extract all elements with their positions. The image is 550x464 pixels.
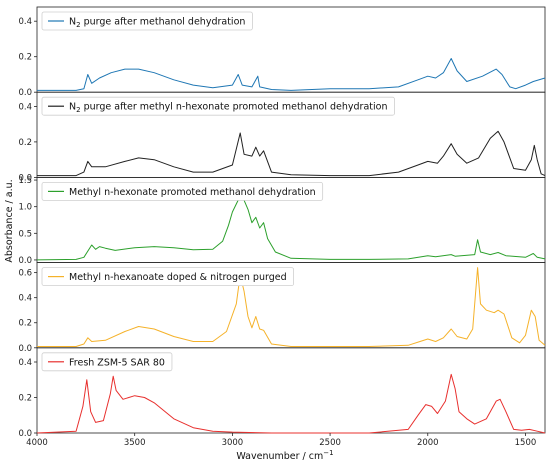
legend: Methyl n-hexonate promoted methanol dehy… <box>41 181 324 201</box>
legend-label-sub: 2 <box>76 106 80 114</box>
y-tick-label: 0.2 <box>18 319 32 329</box>
y-tick-label: 0.0 <box>18 88 32 98</box>
x-axis-label-text: Wavenumber / cm <box>236 451 323 462</box>
legend-label: Fresh ZSM-5 SAR 80 <box>69 357 165 368</box>
legend-label-rest: purge after methyl n-hexonate promoted m… <box>81 102 388 113</box>
panel-1: 0.0 0.2 0.4 N2 purge after methanol dehydra… <box>18 6 546 98</box>
legend: N2 purge after methanol dehydration <box>41 11 253 31</box>
y-tick-label: 0.5 <box>18 229 32 239</box>
y-tick-label: 0.0 <box>18 173 32 183</box>
y-tick-label: 0.6 <box>18 269 32 279</box>
legend-box <box>41 181 324 201</box>
legend-box <box>41 96 395 116</box>
legend-box <box>41 267 295 287</box>
legend-label: N2 purge after methanol dehydration <box>69 17 245 30</box>
legend-label-main: Methyl n-hexonate promoted methanol dehy… <box>69 187 316 198</box>
x-tick-label: 1500 <box>515 438 537 448</box>
legend: Fresh ZSM-5 SAR 80 <box>41 352 173 372</box>
series-line <box>36 195 546 261</box>
y-tick-label: 0.0 <box>18 429 32 439</box>
y-tick-label: 0.4 <box>18 17 32 27</box>
x-axis-label-sup: −1 <box>323 449 333 457</box>
legend-label-rest: purge after methanol dehydration <box>81 17 246 28</box>
y-tick-label: 1.0 <box>18 203 32 213</box>
panel-4: 0.0 0.2 0.4 0.6 Methyl n-hexanoate doped & n… <box>18 262 546 354</box>
x-axis-ticks: 4000 3500 3000 2500 2000 1500 <box>26 433 536 448</box>
x-axis-label: Wavenumber / cm−1 <box>236 449 333 462</box>
legend-label: Methyl n-hexonate promoted methanol dehy… <box>69 187 316 198</box>
series-line <box>36 373 546 434</box>
legend-box <box>41 352 173 372</box>
legend-label-main: Fresh ZSM-5 SAR 80 <box>69 357 165 368</box>
y-tick-label: 0.2 <box>18 53 32 63</box>
legend-label-main: Methyl n-hexanoate doped & nitrogen purg… <box>69 272 287 283</box>
series-line <box>37 130 546 177</box>
x-tick-label: 3500 <box>124 438 146 448</box>
legend-label-main: N <box>69 102 76 113</box>
legend-label-main: N <box>69 17 76 28</box>
panel-2: 0.0 0.2 0.4 N2 purge after methyl n-hexonat… <box>18 91 546 183</box>
y-tick-label: 0.0 <box>18 344 32 354</box>
series-line <box>37 267 546 347</box>
legend-label-sub: 2 <box>76 21 80 29</box>
y-tick-label: 0.4 <box>18 102 32 112</box>
y-axis-label: Absorbance / a.u. <box>4 179 15 262</box>
series-line <box>37 58 546 91</box>
x-tick-label: 4000 <box>26 438 48 448</box>
y-tick-label: 0.4 <box>18 358 32 368</box>
panels: 0.00.20.4 N2 purge after methanol dehydra… <box>18 6 546 439</box>
y-tick-label: 0.4 <box>18 294 32 304</box>
panel-3: 0.0 0.5 1.0 1.5 Methyl n-hexonate promoted m… <box>18 176 546 266</box>
y-tick-label: 0.2 <box>18 138 32 148</box>
x-tick-label: 3000 <box>222 438 244 448</box>
legend: N2 purge after methyl n-hexonate promote… <box>41 96 395 116</box>
panel-5: 0.0 0.2 0.4 Fresh ZSM-5 SAR 80 <box>18 347 546 439</box>
legend-label: N2 purge after methyl n-hexonate promote… <box>69 102 387 115</box>
legend-label: Methyl n-hexanoate doped & nitrogen purg… <box>69 272 287 283</box>
x-tick-label: 2500 <box>319 438 341 448</box>
legend-box <box>41 11 253 31</box>
y-tick-label: 1.5 <box>18 176 32 186</box>
legend: Methyl n-hexanoate doped & nitrogen purg… <box>41 267 295 287</box>
y-tick-label: 0.2 <box>18 394 32 404</box>
x-tick-label: 2000 <box>417 438 439 448</box>
y-tick-label: 0.0 <box>18 256 32 266</box>
